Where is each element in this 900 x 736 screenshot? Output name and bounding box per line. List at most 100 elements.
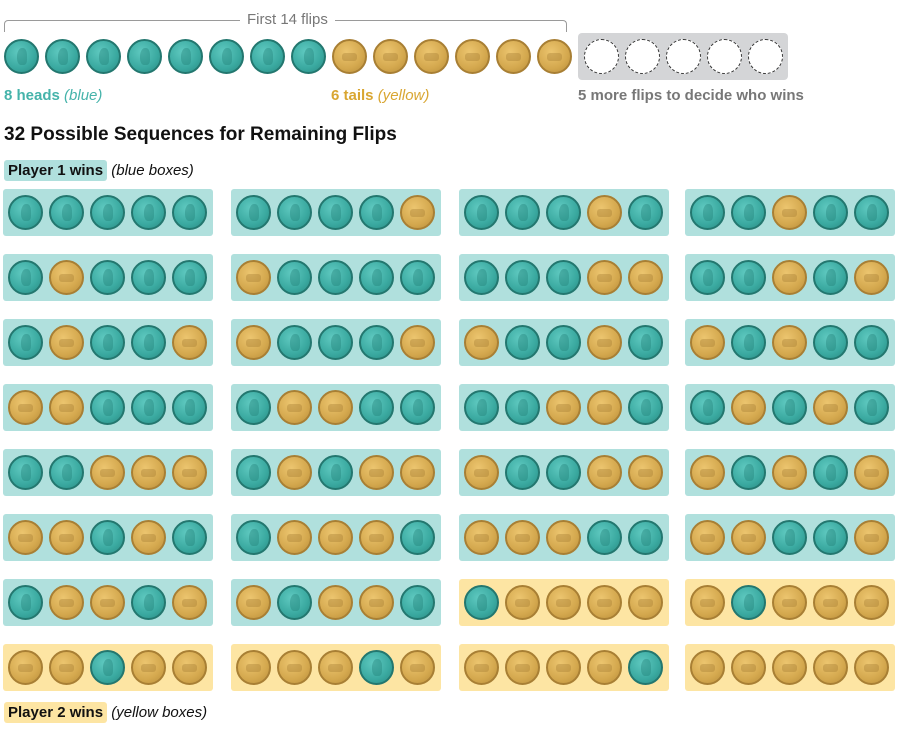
heads-coin	[546, 260, 581, 295]
tails-coin	[131, 520, 166, 555]
tails-coin	[236, 650, 271, 685]
tails-coin	[813, 585, 848, 620]
heads-coin	[731, 195, 766, 230]
heads-coin	[546, 325, 581, 360]
heads-coin	[277, 585, 312, 620]
tails-coin	[496, 39, 531, 74]
tails-coin	[90, 455, 125, 490]
tails-coin	[537, 39, 572, 74]
tails-coin	[455, 39, 490, 74]
tails-coin	[854, 650, 889, 685]
heads-coin	[359, 650, 394, 685]
heads-coin	[854, 390, 889, 425]
sequence-box-player1	[3, 384, 213, 431]
heads-coin	[318, 325, 353, 360]
heads-coin	[400, 260, 435, 295]
empty-coin-slot	[748, 39, 783, 74]
tails-coin	[172, 650, 207, 685]
heads-coin	[464, 260, 499, 295]
heads-coin	[731, 325, 766, 360]
tails-coin	[505, 585, 540, 620]
tails-coin	[359, 585, 394, 620]
heads-coin	[236, 390, 271, 425]
heads-coin	[8, 585, 43, 620]
heads-coin	[731, 260, 766, 295]
heads-coin	[8, 195, 43, 230]
sequence-box-player2	[231, 644, 441, 691]
sequence-box-player1	[3, 579, 213, 626]
tails-coin	[318, 650, 353, 685]
tails-coin	[587, 650, 622, 685]
tails-coin	[236, 585, 271, 620]
heads-coin	[813, 455, 848, 490]
heads-coin	[318, 195, 353, 230]
tails-coin	[400, 455, 435, 490]
tails-coin	[236, 325, 271, 360]
sequence-box-player1	[685, 514, 895, 561]
tails-coin	[400, 650, 435, 685]
heads-coin	[49, 455, 84, 490]
sequence-box-player1	[3, 254, 213, 301]
tails-coin	[772, 650, 807, 685]
legend-player2-label: Player 2 wins	[4, 702, 108, 723]
heads-coin	[291, 39, 326, 74]
heads-note: (blue)	[64, 87, 103, 104]
legend-player1: Player 1 wins (blue boxes)	[4, 160, 194, 181]
tails-coin	[49, 260, 84, 295]
heads-coin	[127, 39, 162, 74]
tails-coin	[464, 650, 499, 685]
legend-player2: Player 2 wins (yellow boxes)	[4, 702, 207, 723]
empty-coin-slot	[584, 39, 619, 74]
first-flips-label: First 14 flips	[240, 11, 335, 28]
heads-coin	[168, 39, 203, 74]
sequence-box-player1	[459, 319, 669, 366]
tails-coin	[731, 520, 766, 555]
tails-coin	[172, 585, 207, 620]
sequence-box-player1	[231, 514, 441, 561]
heads-coin	[8, 455, 43, 490]
tails-coin	[731, 390, 766, 425]
tails-coin	[359, 455, 394, 490]
heads-coin	[90, 520, 125, 555]
tails-coin	[8, 520, 43, 555]
tails-coin	[90, 585, 125, 620]
heads-coin	[505, 195, 540, 230]
heads-coin	[690, 390, 725, 425]
tails-coin	[690, 520, 725, 555]
section-title: 32 Possible Sequences for Remaining Flip…	[4, 124, 397, 145]
heads-coin	[277, 325, 312, 360]
heads-coin	[690, 260, 725, 295]
heads-coin	[731, 585, 766, 620]
tails-coin	[131, 650, 166, 685]
sequence-box-player1	[231, 189, 441, 236]
empty-coin-slot	[625, 39, 660, 74]
heads-coin	[236, 520, 271, 555]
tails-coin	[8, 390, 43, 425]
heads-coin	[277, 195, 312, 230]
heads-coin	[131, 390, 166, 425]
sequence-box-player1	[3, 319, 213, 366]
tails-coin	[318, 390, 353, 425]
tails-coin	[546, 390, 581, 425]
sequence-box-player1	[459, 189, 669, 236]
tails-coin	[49, 650, 84, 685]
heads-coin	[45, 39, 80, 74]
tails-coin	[464, 455, 499, 490]
tails-coin	[628, 455, 663, 490]
tails-coin	[49, 390, 84, 425]
sequence-box-player1	[231, 319, 441, 366]
tails-coin	[772, 325, 807, 360]
heads-coin	[628, 325, 663, 360]
heads-coin	[400, 520, 435, 555]
sequence-box-player1	[459, 384, 669, 431]
tails-count: 6 tails	[331, 87, 374, 104]
heads-coin	[4, 39, 39, 74]
sequence-box-player2	[685, 644, 895, 691]
heads-coin	[250, 39, 285, 74]
legend-player1-note: (blue boxes)	[111, 162, 194, 179]
sequence-box-player1	[3, 514, 213, 561]
sequence-box-player1	[3, 189, 213, 236]
tails-coin	[464, 325, 499, 360]
tails-coin	[854, 520, 889, 555]
empty-coin-slot	[666, 39, 701, 74]
